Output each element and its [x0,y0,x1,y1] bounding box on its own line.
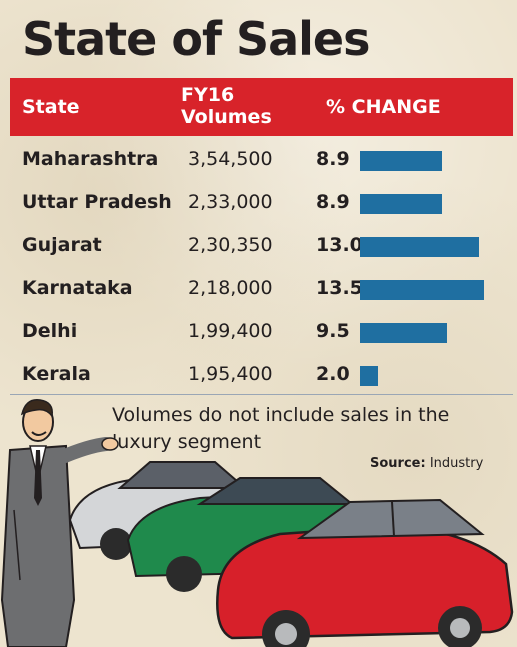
column-header-volumes: FY16 Volumes [181,84,281,128]
volume-cell: 1,99,400 [188,320,273,342]
change-bar [360,151,442,171]
change-value: 2.0 [316,363,350,385]
change-value: 13.5 [316,277,363,299]
source-label: Source: [370,456,426,471]
change-bar [360,366,378,386]
state-cell: Uttar Pradesh [22,191,172,213]
salesman-figure [0,399,119,647]
volume-cell: 2,30,350 [188,234,273,256]
footnote: Volumes do not include sales in the luxu… [112,404,450,453]
source-credit: Source: Industry [370,456,483,471]
change-value: 13.0 [316,234,363,256]
change-value: 9.5 [316,320,350,342]
table-row: Delhi 1,99,400 9.5 [10,310,513,353]
volume-cell: 2,18,000 [188,277,273,299]
source-value: Industry [425,456,484,471]
page-title: State of Sales [22,12,371,66]
table-row: Gujarat 2,30,350 13.0 [10,224,513,267]
divider [10,394,513,395]
change-value: 8.9 [316,191,350,213]
column-header-volumes-line2: Volumes [181,106,272,128]
change-bar [360,280,484,300]
volume-cell: 1,95,400 [188,363,273,385]
change-value: 8.9 [316,148,350,170]
state-cell: Maharashtra [22,148,159,170]
table-row: Karnataka 2,18,000 13.5 [10,267,513,310]
change-bar [360,194,442,214]
illustration-salesman-cars [0,399,514,647]
table-row: Kerala 1,95,400 2.0 [10,353,513,396]
state-cell: Karnataka [22,277,133,299]
table-row: Maharashtra 3,54,500 8.9 [10,138,513,181]
column-header-change: % CHANGE [326,96,441,118]
table-body: Maharashtra 3,54,500 8.9 Uttar Pradesh 2… [10,138,513,396]
table-header: State FY16 Volumes % CHANGE [10,78,513,136]
table-row: Uttar Pradesh 2,33,000 8.9 [10,181,513,224]
volume-cell: 3,54,500 [188,148,273,170]
state-cell: Gujarat [22,234,102,256]
red-car [216,498,514,647]
change-bar [360,237,479,257]
change-bar [360,323,447,343]
state-cell: Kerala [22,363,91,385]
column-header-volumes-line1: FY16 [181,84,235,106]
state-cell: Delhi [22,320,78,342]
column-header-state: State [22,96,80,118]
volume-cell: 2,33,000 [188,191,273,213]
